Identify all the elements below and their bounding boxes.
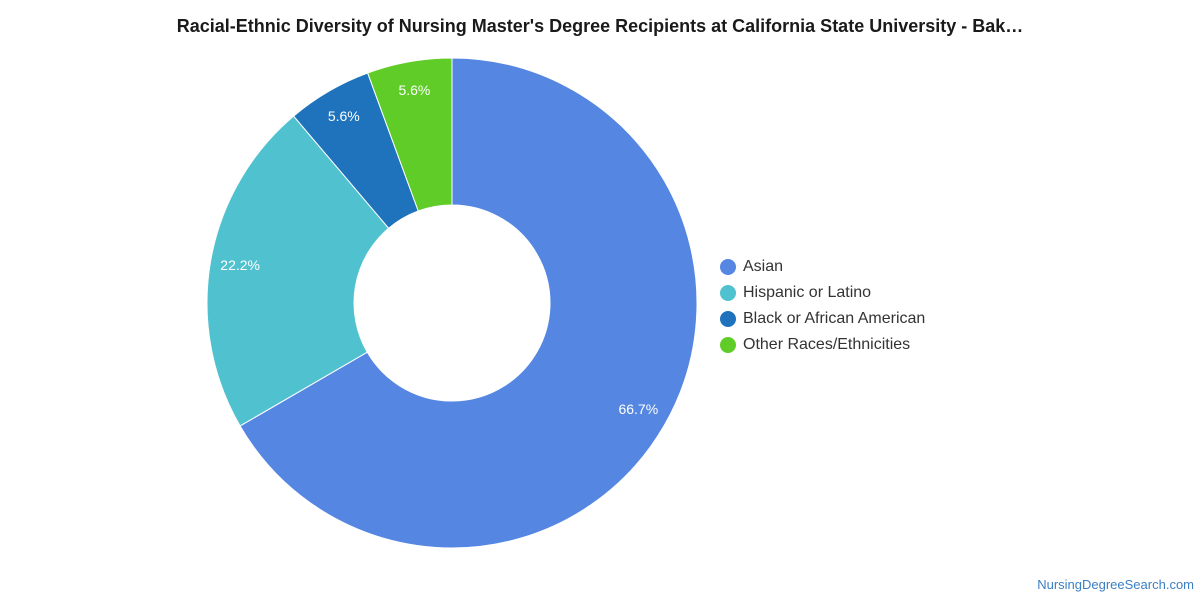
legend-label: Asian — [743, 258, 784, 275]
slice-label-asian: 66.7% — [618, 401, 658, 417]
legend-item-black-or-african-american[interactable]: Black or African American — [720, 306, 925, 332]
legend-swatch — [720, 259, 736, 275]
chart-legend: Asian Hispanic or Latino Black or African … — [720, 254, 925, 358]
slice-label-other-races-ethnicities: 5.6% — [398, 82, 430, 98]
slice-labels-group: 66.7% 22.2% 5.6% 5.6% — [220, 82, 658, 417]
slice-label-black-or-african-american: 5.6% — [328, 108, 360, 124]
legend-label: Black or African American — [743, 310, 926, 327]
slice-label-hispanic-or-latino: 22.2% — [220, 257, 260, 273]
slice-other-races-ethnicities[interactable] — [367, 57, 453, 212]
legend-swatch — [720, 285, 736, 301]
chart-title: Racial-Ethnic Diversity of Nursing Maste… — [176, 16, 1024, 36]
legend-label: Other Races/Ethnicities — [743, 336, 911, 353]
legend-item-asian[interactable]: Asian — [720, 254, 925, 280]
legend-swatch — [720, 337, 736, 353]
legend-item-hispanic-or-latino[interactable]: Hispanic or Latino — [720, 280, 925, 306]
slices-group — [206, 57, 698, 549]
legend-swatch — [720, 311, 736, 327]
slice-asian[interactable] — [239, 57, 698, 549]
legend-item-other-races-ethnicities[interactable]: Other Races/Ethnicities — [720, 332, 925, 358]
legend-label: Hispanic or Latino — [743, 284, 872, 301]
source-watermark[interactable]: NursingDegreeSearch.com — [1037, 577, 1194, 592]
slice-hispanic-or-latino[interactable] — [206, 115, 390, 427]
